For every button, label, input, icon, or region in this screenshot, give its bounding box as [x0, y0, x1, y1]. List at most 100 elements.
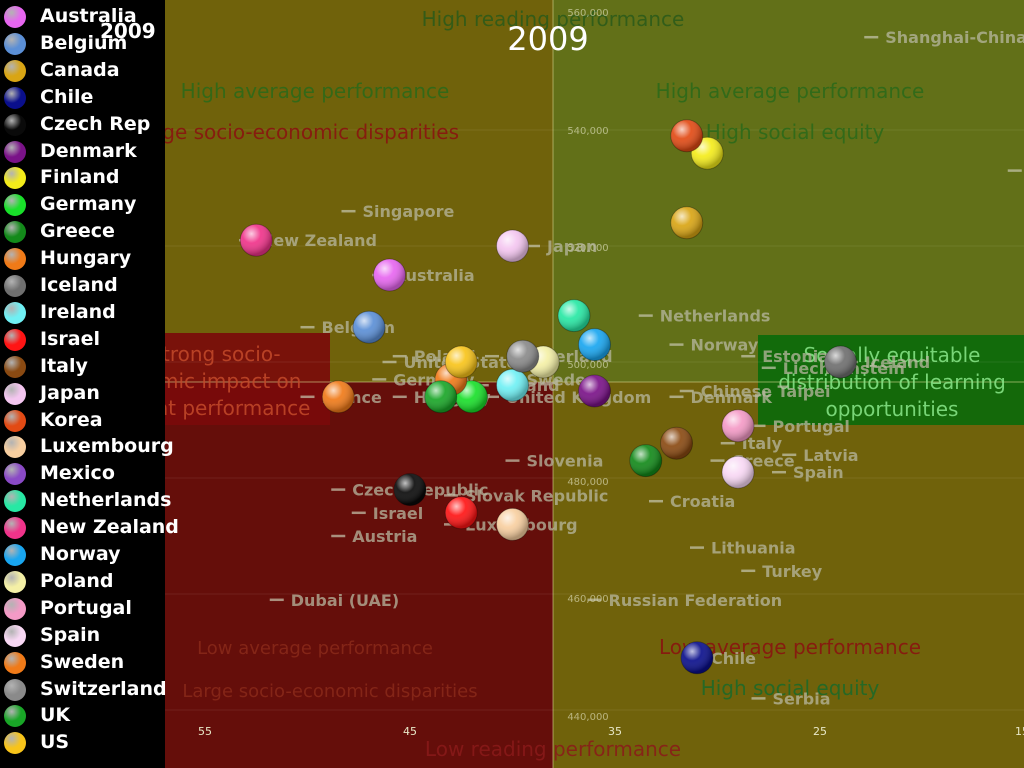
country-label: Japan [546, 237, 597, 256]
bubble-highlight [424, 380, 457, 413]
quadrant-label-bottom-left-line1: Low average performance [197, 638, 433, 659]
country-label: Denmark [691, 388, 773, 407]
legend-item-norway: Norway [0, 542, 165, 569]
country-label: Singapore [363, 202, 455, 221]
bubble-czech-rep [393, 473, 427, 507]
legend-swatch [4, 732, 26, 755]
quadrant-label-bottom-right-line2: High social equity [701, 676, 880, 700]
quadrant-label-bottom-center: Low reading performance [425, 737, 681, 761]
quadrant-label-right-line2: distribution of learning [778, 370, 1006, 394]
legend-swatch [4, 328, 26, 351]
country-label: Shanghai-China [885, 28, 1024, 47]
legend-label: Chile [40, 85, 94, 108]
bubble-sweden [321, 380, 355, 414]
bubble-highlight [506, 340, 539, 373]
legend-swatch [4, 544, 26, 566]
legend-label: Iceland [40, 274, 118, 296]
country-label: Israel [373, 504, 424, 523]
bubble-ireland [496, 368, 529, 402]
legend-item-mexico: Mexico [0, 461, 165, 488]
bubble-netherlands [557, 299, 591, 333]
bubble-highlight [670, 119, 703, 152]
bubble-highlight [373, 259, 406, 291]
country-label: Slovenia [527, 452, 604, 471]
y-tick-label: 540,000 [567, 126, 608, 137]
quadrant-label-top-right-line2: High social equity [706, 120, 885, 144]
x-tick-label: 25 [813, 725, 827, 738]
bubble-uk [424, 380, 458, 414]
bubble-japan [496, 229, 529, 263]
legend-swatch [4, 651, 26, 674]
country-label: Dubai (UAE) [291, 591, 399, 610]
quadrant-label-right-line3: opportunities [826, 397, 959, 421]
legend-label: Germany [40, 193, 137, 216]
legend-item-israel: Israel [0, 327, 165, 354]
legend-item-netherlands: Netherlands [0, 488, 171, 515]
country-label: United Kingdom [506, 388, 651, 407]
bubble-highlight [353, 311, 385, 344]
legend-item-iceland: Iceland [0, 273, 165, 300]
legend-label: Mexico [40, 462, 115, 485]
bubble-highlight [660, 427, 693, 460]
legend-label: Belgium [40, 31, 128, 54]
legend-swatch [4, 248, 26, 271]
country-label: Russian Federation [609, 591, 783, 610]
y-tick-label: 440,000 [567, 712, 608, 723]
bubble-chile [680, 641, 714, 675]
bubble-us [444, 345, 478, 379]
legend-item-korea: Korea [0, 408, 165, 435]
country-label: Iceland [865, 353, 930, 372]
legend-swatch [4, 355, 26, 378]
bubble-belgium [352, 310, 386, 344]
x-tick-label: 55 [198, 725, 212, 738]
legend-item-spain: Spain [0, 623, 165, 650]
bubble-luxembourg [496, 507, 529, 541]
country-label: Chile [711, 649, 756, 668]
bubble-highlight [445, 346, 478, 378]
legend-item-australia: Australia [0, 4, 165, 31]
bubble-italy [660, 426, 693, 460]
bubble-new-zealand [239, 223, 273, 257]
legend-swatch [4, 436, 26, 459]
legend-swatch [4, 32, 26, 55]
right-equity-box [758, 335, 1024, 425]
country-label: Estonia [762, 347, 829, 366]
legend-swatch [4, 140, 26, 163]
bubble-highlight [824, 346, 857, 378]
legend-label: Poland [40, 569, 114, 592]
legend-label: Japan [40, 381, 100, 404]
legend-item-italy: Italy [0, 354, 165, 381]
legend-swatch [4, 490, 26, 513]
bubble-highlight [681, 641, 713, 674]
bubble-highlight [496, 230, 529, 262]
legend-item-hungary: Hungary [0, 246, 165, 273]
legend-label: Ireland [40, 300, 116, 323]
legend-item-belgium: Belgium [0, 31, 165, 58]
legend-year: 2009 [100, 19, 156, 43]
legend-swatch [4, 301, 26, 324]
bubble-denmark [578, 374, 611, 408]
quadrant-label-top-left-line2: Large socio-economic disparities [131, 120, 459, 144]
legend-item-finland: Finland [0, 165, 165, 192]
legend-item-czech-rep: Czech Rep [0, 112, 165, 139]
legend-label: Denmark [40, 139, 137, 162]
legend-item-japan: Japan [0, 381, 165, 408]
country-label: Turkey [762, 562, 823, 581]
bubble-canada [670, 206, 704, 240]
legend-label: Italy [40, 354, 88, 377]
legend-swatch [4, 194, 26, 217]
legend-label: Finland [40, 166, 120, 189]
legend-label: Czech Rep [40, 112, 151, 135]
bubble-greece [629, 444, 663, 478]
legend-swatch [4, 570, 26, 593]
bubble-israel [444, 496, 478, 530]
bubble-highlight [578, 328, 611, 361]
legend-label: Canada [40, 58, 120, 81]
legend-item-poland: Poland [0, 569, 165, 596]
legend-swatch [4, 6, 26, 28]
quadrant-label-left-line1: Strong socio- [149, 342, 280, 366]
legend-item-sweden: Sweden [0, 650, 165, 677]
bubble-highlight [496, 369, 529, 402]
country-label: Latvia [803, 446, 858, 465]
legend-label: US [40, 731, 70, 754]
